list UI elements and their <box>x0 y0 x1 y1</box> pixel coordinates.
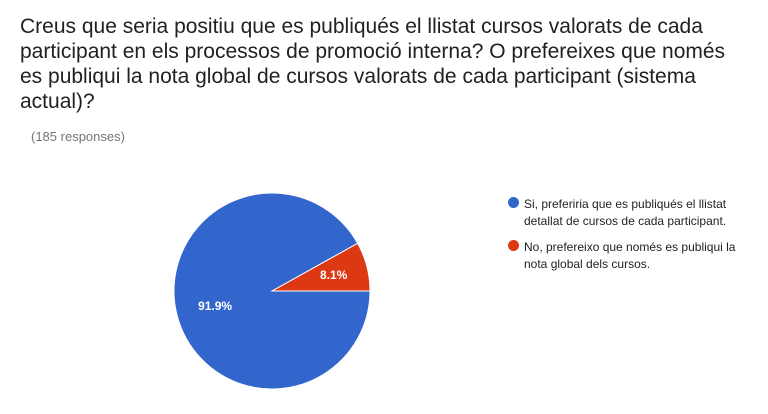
pie-slices <box>173 192 371 390</box>
chart-legend: Si, preferiria que es publiqués el llist… <box>508 196 758 282</box>
legend-item-no[interactable]: No, prefereixo que només es publiqui la … <box>508 239 758 273</box>
legend-label-no: No, prefereixo que només es publiqui la … <box>524 240 736 271</box>
legend-label-si: Si, preferiria que es publiqués el llist… <box>524 197 727 228</box>
legend-swatch-si <box>508 197 519 208</box>
pie-slice-si[interactable] <box>173 192 371 390</box>
pie-labels: 8.1% 91.9% <box>198 268 348 313</box>
response-count: (185 responses) <box>31 129 125 144</box>
legend-swatch-no <box>508 240 519 251</box>
pie-label-si: 91.9% <box>198 299 232 313</box>
legend-item-si[interactable]: Si, preferiria que es publiqués el llist… <box>508 196 758 230</box>
question-title: Creus que seria positiu que es publiqués… <box>20 15 726 113</box>
pie-label-no: 8.1% <box>320 268 348 282</box>
